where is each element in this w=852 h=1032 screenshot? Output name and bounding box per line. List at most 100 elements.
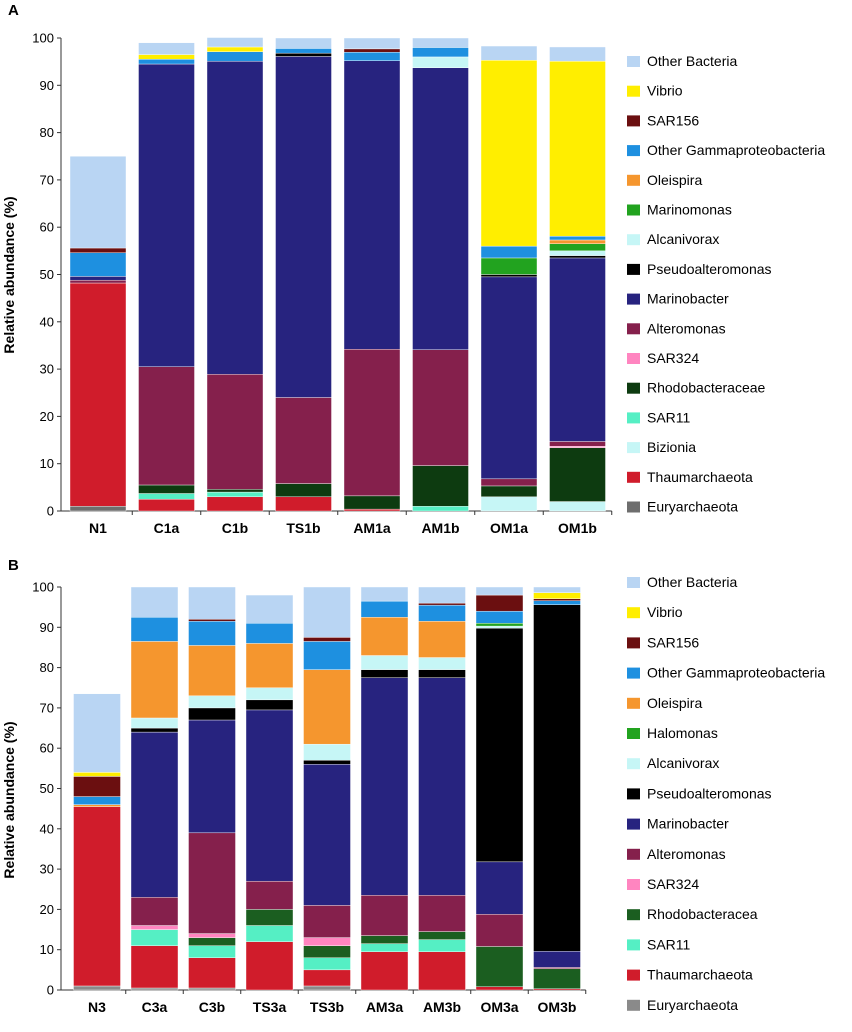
panel-b-bar-segment-om3a-alteromonas: [475, 914, 524, 947]
legend-swatch-other-gammaproteobacteria: [627, 145, 640, 157]
panel-b-bar-segment-c3b-alteromonas: [188, 832, 236, 934]
panel-a-bar-segment-n1-other-bacteria: [69, 156, 127, 249]
panel-a-bar-segment-om1b-marinomonas: [549, 243, 606, 252]
panel-b-bar-segment-om3a-other-bacteria: [475, 586, 524, 596]
panel-a-bar-segment-om1b-alteromonas: [549, 441, 606, 447]
legend-label-sar11: SAR11: [647, 409, 691, 425]
legend-label-other-bacteria: Other Bacteria: [647, 574, 737, 590]
panel-a-bar-segment-am1b-alteromonas: [412, 349, 469, 466]
panel-a-bar-segment-am1a-marinobacter: [343, 60, 401, 350]
panel-a-category-label: OM1a: [490, 520, 528, 536]
panel-a-bar-segment-ts1b-other-bacteria: [275, 37, 332, 49]
panel-b-bar-segment-am3a-alteromonas: [360, 895, 409, 936]
panel-b-bar-segment-ts3b-rhodobacteracea: [303, 945, 351, 958]
panel-b-bar-segment-c3b-thaumarchaeota: [188, 957, 236, 989]
panel-a-y-tick-label: 40: [40, 314, 54, 329]
legend-swatch-rhodobacteracea: [627, 909, 640, 921]
panel-b-bar-segment-om3b-pseudoalteromonas: [533, 604, 581, 952]
panel-b-y-tick-label: 10: [40, 942, 54, 957]
legend-swatch-pseudoalteromonas: [627, 263, 640, 275]
panel-b-bar-segment-om3a-rhodobacteracea: [475, 946, 524, 987]
panel-b-bar-segment-om3a-halomonas: [475, 623, 524, 627]
panel-a-y-tick-label: 80: [40, 125, 54, 140]
panel-a-bar-segment-om1b-other-gammaproteobacteria: [549, 235, 606, 241]
panel-a-bar-segment-om1b-bizionia: [549, 501, 606, 512]
panel-b-bar-segment-c3b-other-gammaproteobacteria: [188, 621, 236, 646]
legend-label-sar324: SAR324: [647, 350, 699, 366]
panel-a-label: A: [8, 2, 19, 19]
panel-a-bar-segment-c1a-marinobacter: [138, 63, 195, 367]
panel-a-bar-segment-ts1b-marinobacter: [275, 56, 332, 398]
panel-a-bar-segment-n1-other-gammaproteobacteria: [69, 252, 127, 277]
legend-swatch-thaumarchaeota: [627, 471, 640, 483]
panel-a-y-tick-label: 30: [40, 362, 54, 377]
panel-a-bar-segment-om1a-marinobacter: [480, 276, 538, 480]
panel-b-category-label: AM3b: [423, 999, 461, 1015]
panel-a-bar-segment-am1b-alcanivorax: [412, 56, 469, 68]
legend-swatch-vibrio: [627, 607, 640, 619]
panel-b-bar-segment-n3-oleispira: [73, 804, 121, 807]
legend-label-vibrio: Vibrio: [647, 604, 683, 620]
panel-b-bar-segment-ts3a-other-bacteria: [245, 594, 294, 624]
panel-a-bar-segment-am1a-thaumarchaeota: [343, 508, 401, 512]
legend-swatch-sar324: [627, 353, 640, 364]
panel-a-bar-segment-ts1b-thaumarchaeota: [275, 496, 332, 512]
panel-a-bar-segment-om1b-vibrio: [549, 60, 606, 237]
panel-b-bar-segment-am3b-alcanivorax: [418, 657, 466, 670]
panel-a-category-label: C1b: [222, 520, 248, 536]
legend-label-other-bacteria: Other Bacteria: [647, 53, 737, 69]
panel-a-bar-segment-c1b-sar11: [206, 491, 264, 498]
panel-a-y-tick-label: 100: [32, 31, 54, 46]
legend-label-marinomonas: Marinomonas: [647, 202, 732, 218]
panel-b-category-label: N3: [88, 999, 106, 1015]
panel-b-bar-segment-am3a-other-bacteria: [360, 586, 409, 602]
panel-b-bar-segment-c3b-sar324: [188, 933, 236, 938]
legend-swatch-oleispira: [627, 174, 640, 186]
panel-b-bar-segment-am3b-marinobacter: [418, 677, 466, 896]
panel-b-bar-segment-ts3b-marinobacter: [303, 764, 351, 906]
panel-b-bar-segment-c3a-sar11: [130, 929, 179, 946]
panel-b-bar-segment-c3a-other-bacteria: [130, 586, 179, 618]
panel-b-y-axis-label: Relative abundance (%): [1, 721, 17, 878]
panel-a-chart: A Relative abundance (%) 0 10 20 30 40 50 60 70…: [1, 2, 825, 536]
panel-b-bar-segment-am3a-thaumarchaeota: [360, 951, 409, 991]
panel-a-bar-segment-om1b-oleispira: [549, 239, 606, 244]
legend-swatch-alteromonas: [627, 848, 640, 860]
panel-a-bar-segment-c1a-alteromonas: [138, 366, 195, 486]
panel-b-bar-segment-n3-thaumarchaeota: [73, 806, 121, 987]
panel-b-bar-segment-ts3a-rhodobacteracea: [245, 909, 294, 926]
legend-label-rhodobacteracea: Rhodobacteracea: [647, 906, 758, 922]
panel-b-bar-segment-n3-other-gammaproteobacteria: [73, 796, 121, 805]
legend-swatch-marinobacter: [627, 818, 640, 830]
panel-b-bar-segment-ts3b-thaumarchaeota: [303, 969, 351, 987]
panel-a-bar-segment-om1a-marinomonas: [480, 257, 538, 275]
panel-b-bar-segment-am3a-rhodobacteracea: [360, 935, 409, 944]
panel-a-category-label: AM1a: [353, 520, 391, 536]
panel-b-bar-segment-c3a-alcanivorax: [130, 717, 179, 729]
panel-b-bar-segment-am3b-rhodobacteracea: [418, 931, 466, 940]
panel-b-category-label: OM3a: [480, 999, 518, 1015]
panel-b-bar-segment-om3b-vibrio: [533, 592, 581, 599]
panel-b-bar-segment-ts3b-pseudoalteromonas: [303, 760, 351, 765]
legend-swatch-marinobacter: [627, 293, 640, 305]
panel-a-category-label: C1a: [154, 520, 180, 536]
panel-b-bar-segment-n3-sar156: [73, 776, 121, 797]
panel-b-bar-segment-n3-other-bacteria: [73, 693, 121, 773]
panel-b-bar-segment-c3b-sar156: [188, 619, 236, 622]
panel-b-bar-segment-om3b-sar156: [533, 598, 581, 601]
panel-b-bar-segment-am3a-sar11: [360, 943, 409, 952]
panel-b-bar-segment-om3b-other-bacteria: [533, 586, 581, 593]
panel-a-bar-segment-am1b-marinobacter: [412, 67, 469, 350]
panel-b-bar-segment-om3b-other-gammaproteobacteria: [533, 600, 581, 605]
panel-b-bar-segment-ts3a-thaumarchaeota: [245, 941, 294, 991]
panel-b-chart: B Relative abundance (%) 0 10 20 30 40 50 60 70…: [1, 557, 825, 1015]
legend-label-euryarchaeota: Euryarchaeota: [647, 997, 738, 1013]
panel-b-bar-segment-n3-euryarchaeota: [73, 985, 121, 991]
panel-a-bar-segment-ts1b-rhodobacteraceae: [275, 483, 332, 498]
panel-b-bar-segment-om3a-marinobacter: [475, 861, 524, 915]
panel-b-bar-segment-om3a-other-gammaproteobacteria: [475, 610, 524, 624]
legend-label-thaumarchaeota: Thaumarchaeota: [647, 967, 753, 983]
legend-label-other-gammaproteobacteria: Other Gammaproteobacteria: [647, 142, 825, 158]
legend-swatch-alteromonas: [627, 323, 640, 335]
legend-label-thaumarchaeota: Thaumarchaeota: [647, 469, 753, 485]
